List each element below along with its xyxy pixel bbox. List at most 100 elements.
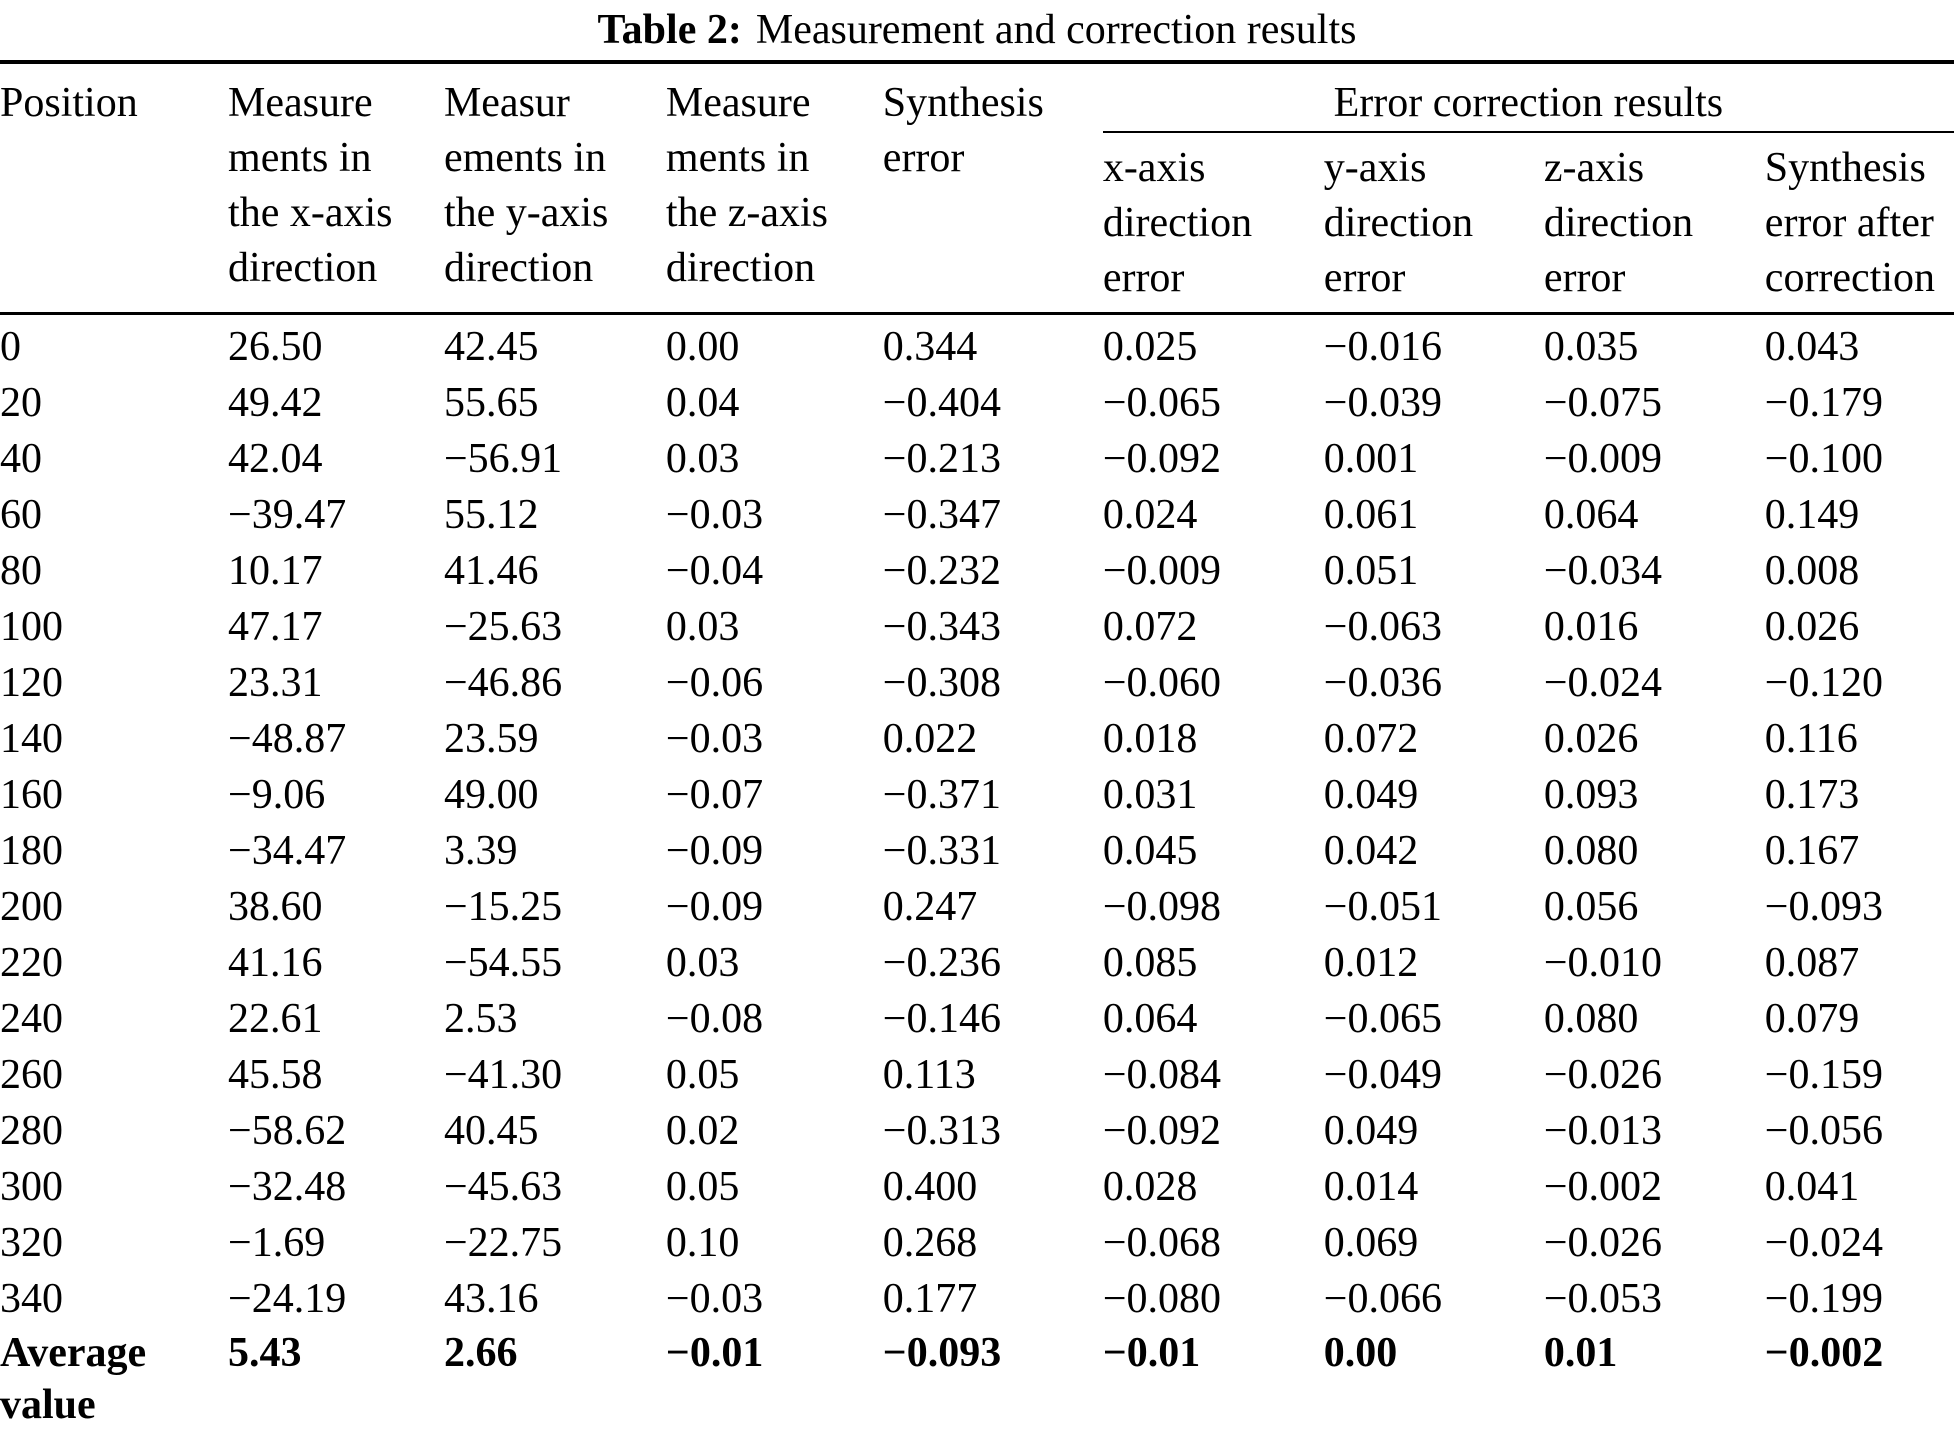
cell: 0.016 (1543, 604, 1639, 650)
cell: 49.00 (443, 772, 539, 818)
cell: −0.049 (1323, 1052, 1442, 1098)
cell: −46.86 (443, 660, 563, 706)
cell: 240 (0, 996, 63, 1042)
cell: −32.48 (228, 1164, 347, 1210)
table-body: 0 26.50 42.45 0.00 0.344 0.025 −0.016 0.035 0.04… (0, 314, 1954, 1429)
cell: 23.31 (228, 660, 323, 706)
cell: −0.03 (665, 1276, 764, 1322)
cell: −0.065 (1102, 380, 1221, 426)
col-header-measurements-z: Measure ments in the z-axis direction (665, 80, 828, 291)
cell: −24.19 (228, 1276, 347, 1322)
table-row: 160 −9.06 49.00 −0.07 −0.371 0.031 0.049 0.093 0… (0, 767, 1954, 823)
cell: 49.42 (228, 380, 323, 426)
col-header-synthesis-error-after-correction: Synthesis error after correction (1764, 145, 1936, 301)
cell: 0.05 (665, 1052, 740, 1098)
cell: 0.043 (1764, 324, 1860, 370)
cell: 40.45 (443, 1108, 539, 1154)
cell: −0.120 (1764, 660, 1883, 706)
table-row: 320 −1.69 −22.75 0.10 0.268 −0.068 0.069 −0.026… (0, 1215, 1954, 1271)
cell: 0.01 (1543, 1330, 1618, 1376)
table-row: 40 42.04 −56.91 0.03 −0.213 −0.092 0.001 −0.009… (0, 431, 1954, 487)
cell: 26.50 (228, 324, 323, 370)
cell: 280 (0, 1108, 63, 1154)
cell: −0.092 (1102, 1108, 1221, 1154)
cell: 0.05 (665, 1164, 740, 1210)
cell: −45.63 (443, 1164, 563, 1210)
cell: −0.093 (1764, 884, 1883, 930)
cell: −0.056 (1764, 1108, 1883, 1154)
cell: −0.331 (882, 828, 1001, 874)
table-row: 20 49.42 55.65 0.04 −0.404 −0.065 −0.039 −0.075… (0, 375, 1954, 431)
cell: 0.026 (1764, 604, 1860, 650)
cell: 0.008 (1764, 548, 1860, 594)
table-row: 240 22.61 2.53 −0.08 −0.146 0.064 −0.065 0.080 0… (0, 991, 1954, 1047)
cell: −0.03 (665, 716, 764, 762)
cell: 0.116 (1764, 716, 1858, 762)
cell: 80 (0, 548, 42, 594)
cell: −0.075 (1543, 380, 1662, 426)
cell: 0.02 (665, 1108, 740, 1154)
cell: 300 (0, 1164, 63, 1210)
cell: −0.009 (1543, 436, 1662, 482)
cell: 47.17 (228, 604, 323, 650)
cell: 41.46 (443, 548, 539, 594)
cell: 0.064 (1102, 996, 1198, 1042)
cell: 0.072 (1102, 604, 1198, 650)
cell: −22.75 (443, 1220, 563, 1266)
table-row: 140 −48.87 23.59 −0.03 0.022 0.018 0.072 0.026 0… (0, 711, 1954, 767)
cell: −0.065 (1323, 996, 1442, 1042)
cell: −0.159 (1764, 1052, 1883, 1098)
cell: 0.042 (1323, 828, 1419, 874)
cell: 0.069 (1323, 1220, 1419, 1266)
cell: −0.313 (882, 1108, 1001, 1154)
group-header-error-correction-results: Error correction results (1102, 62, 1954, 133)
cell: −0.093 (882, 1330, 1002, 1376)
cell: 45.58 (228, 1052, 323, 1098)
table-row: 80 10.17 41.46 −0.04 −0.232 −0.009 0.051 −0.034… (0, 543, 1954, 599)
cell: −0.026 (1543, 1220, 1662, 1266)
cell: −0.232 (882, 548, 1001, 594)
cell: 0.072 (1323, 716, 1419, 762)
cell: 0.079 (1764, 996, 1860, 1042)
cell: 40 (0, 436, 42, 482)
cell: −48.87 (228, 716, 347, 762)
cell: 0.045 (1102, 828, 1198, 874)
cell: 0.344 (882, 324, 978, 370)
cell: 0.03 (665, 940, 740, 986)
cell: −0.04 (665, 548, 764, 594)
col-header-position: Position (0, 80, 138, 126)
cell: 0.149 (1764, 492, 1860, 538)
cell: −0.039 (1323, 380, 1442, 426)
cell: −0.010 (1543, 940, 1662, 986)
cell: 0.024 (1102, 492, 1198, 538)
cell: −0.002 (1543, 1164, 1662, 1210)
cell: 2.53 (443, 996, 518, 1042)
cell: −0.343 (882, 604, 1001, 650)
table-title-text: Measurement and correction results (755, 7, 1357, 53)
cell: −0.051 (1323, 884, 1442, 930)
cell: −0.146 (882, 996, 1001, 1042)
cell: 22.61 (228, 996, 323, 1042)
cell: 0.080 (1543, 996, 1639, 1042)
cell: −0.371 (882, 772, 1001, 818)
cell: −0.199 (1764, 1276, 1883, 1322)
table-row: 220 41.16 −54.55 0.03 −0.236 0.085 0.012 −0.010… (0, 935, 1954, 991)
cell: 0.177 (882, 1276, 978, 1322)
cell: −0.179 (1764, 380, 1883, 426)
cell: −0.08 (665, 996, 764, 1042)
cell: 340 (0, 1276, 63, 1322)
cell: 0.093 (1543, 772, 1639, 818)
cell: 41.16 (228, 940, 323, 986)
cell: 0.00 (1323, 1330, 1398, 1376)
cell: 0.085 (1102, 940, 1198, 986)
cell: −0.013 (1543, 1108, 1662, 1154)
table-row: 260 45.58 −41.30 0.05 0.113 −0.084 −0.049 −0.02… (0, 1047, 1954, 1103)
cell: 180 (0, 828, 63, 874)
cell: 0.025 (1102, 324, 1198, 370)
cell: 220 (0, 940, 63, 986)
cell: 0.026 (1543, 716, 1639, 762)
header-row-sub: x-axis direction error y-axis direction … (0, 132, 1954, 314)
cell: −0.01 (665, 1330, 764, 1376)
cell: 0.035 (1543, 324, 1639, 370)
